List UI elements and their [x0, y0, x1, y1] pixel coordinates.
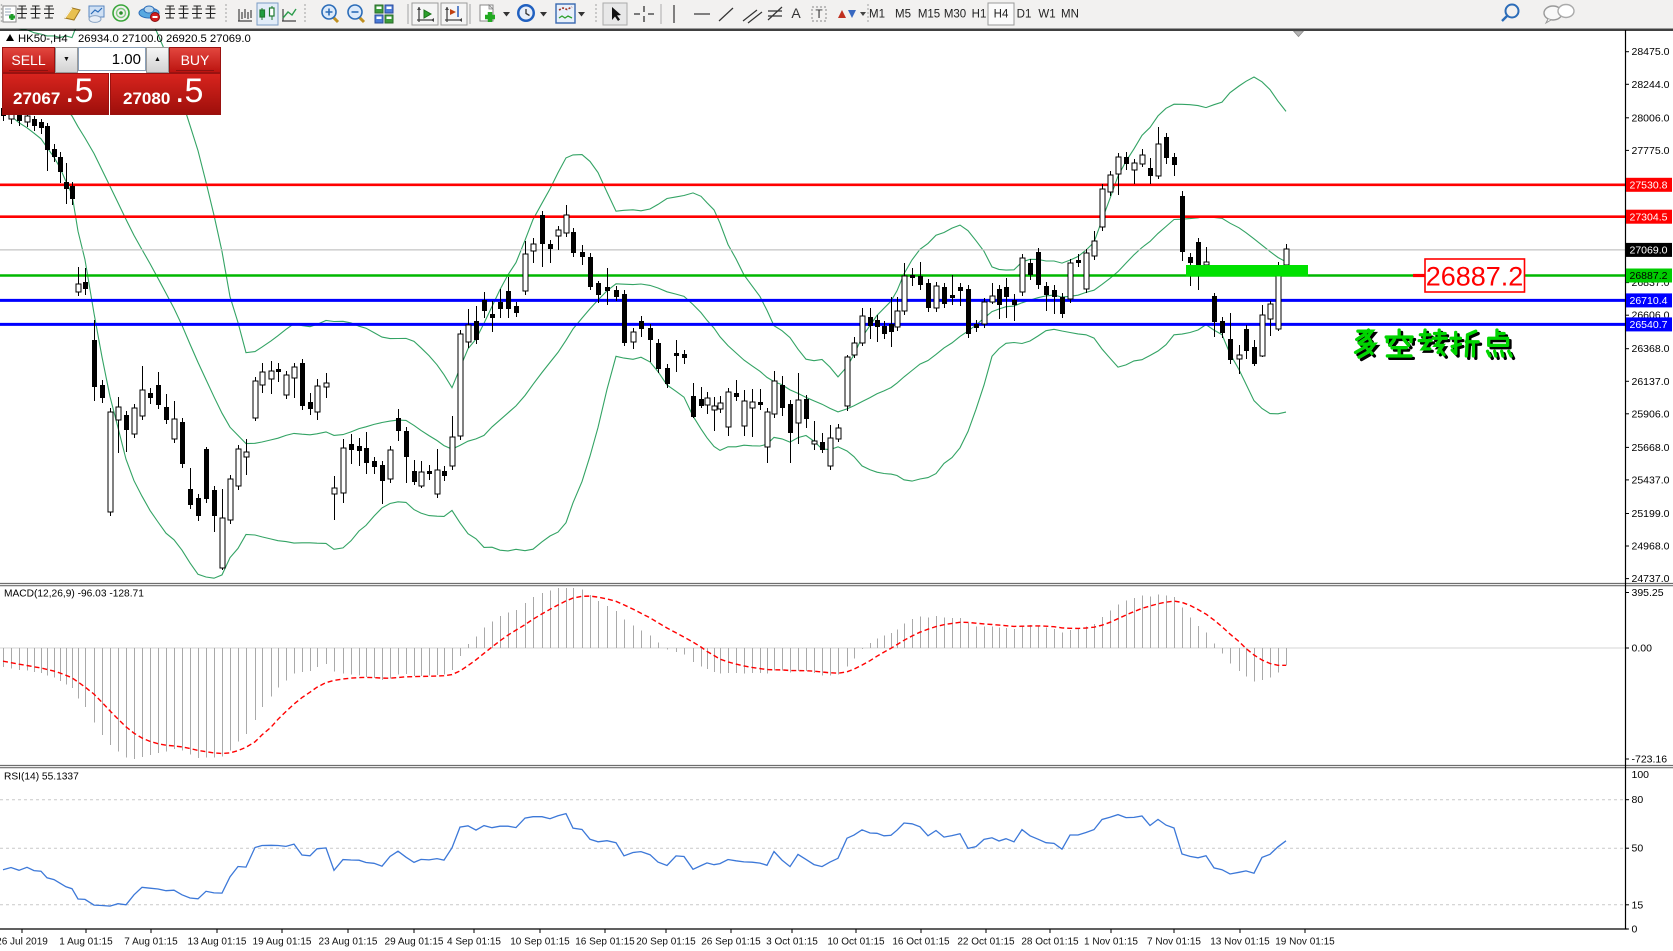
svg-text:RSI(14) 55.1337: RSI(14) 55.1337 [4, 772, 79, 783]
svg-text:26887.2: 26887.2 [1630, 270, 1668, 282]
svg-text:28 Oct 01:15: 28 Oct 01:15 [1021, 937, 1079, 948]
svg-text:W1: W1 [1038, 9, 1055, 21]
svg-text:M1: M1 [869, 9, 885, 21]
svg-text:10 Oct 01:15: 10 Oct 01:15 [827, 937, 885, 948]
svg-text:28244.0: 28244.0 [1632, 79, 1670, 91]
svg-text:19 Nov 01:15: 19 Nov 01:15 [1275, 937, 1335, 948]
svg-text:4 Sep 01:15: 4 Sep 01:15 [447, 937, 501, 948]
svg-text:29 Aug 01:15: 29 Aug 01:15 [385, 937, 444, 948]
svg-text:23 Aug 01:15: 23 Aug 01:15 [319, 937, 378, 948]
svg-text:26368.0: 26368.0 [1632, 343, 1670, 355]
svg-text:16 Sep 01:15: 16 Sep 01:15 [575, 937, 635, 948]
svg-text:26 Sep 01:15: 26 Sep 01:15 [701, 937, 761, 948]
svg-text:27775.0: 27775.0 [1632, 145, 1670, 157]
svg-text:M5: M5 [895, 9, 911, 21]
svg-text:27530.8: 27530.8 [1630, 180, 1668, 192]
svg-text:100: 100 [1632, 769, 1650, 781]
svg-text:M15: M15 [918, 9, 940, 21]
svg-text:25906.0: 25906.0 [1632, 408, 1670, 420]
svg-text:16 Oct 01:15: 16 Oct 01:15 [892, 937, 950, 948]
svg-text:28006.0: 28006.0 [1632, 112, 1670, 124]
svg-text:27069.0: 27069.0 [1630, 245, 1668, 257]
svg-text:D1: D1 [1017, 9, 1032, 21]
svg-text:26 Jul 2019: 26 Jul 2019 [0, 937, 48, 948]
svg-text:25199.0: 25199.0 [1632, 508, 1670, 520]
svg-text:7 Nov 01:15: 7 Nov 01:15 [1147, 937, 1201, 948]
svg-text:1 Nov 01:15: 1 Nov 01:15 [1084, 937, 1138, 948]
svg-text:22 Oct 01:15: 22 Oct 01:15 [957, 937, 1015, 948]
svg-text:3 Oct 01:15: 3 Oct 01:15 [766, 937, 818, 948]
svg-text:19 Aug 01:15: 19 Aug 01:15 [253, 937, 312, 948]
svg-text:80: 80 [1632, 794, 1644, 806]
svg-text:10 Sep 01:15: 10 Sep 01:15 [510, 937, 570, 948]
svg-text:M30: M30 [944, 9, 966, 21]
svg-text:MACD(12,26,9) -96.03 -128.71: MACD(12,26,9) -96.03 -128.71 [4, 589, 144, 600]
svg-text:15: 15 [1632, 899, 1644, 911]
svg-text:7 Aug 01:15: 7 Aug 01:15 [124, 937, 178, 948]
svg-text:1 Aug 01:15: 1 Aug 01:15 [59, 937, 113, 948]
svg-text:13 Nov 01:15: 13 Nov 01:15 [1210, 937, 1270, 948]
svg-text:26137.0: 26137.0 [1632, 376, 1670, 388]
svg-text:A: A [791, 5, 801, 21]
svg-text:28475.0: 28475.0 [1632, 46, 1670, 58]
svg-text:26934.0 27100.0 26920.5 27069.: 26934.0 27100.0 26920.5 27069.0 [78, 33, 251, 45]
svg-text:HK50-,H4: HK50-,H4 [18, 33, 68, 45]
svg-text:0: 0 [1632, 924, 1638, 936]
svg-text:H4: H4 [994, 9, 1009, 21]
svg-text:24968.0: 24968.0 [1632, 541, 1670, 553]
svg-text:0.00: 0.00 [1632, 643, 1653, 655]
svg-text:27304.5: 27304.5 [1630, 211, 1668, 223]
svg-text:24737.0: 24737.0 [1632, 573, 1670, 585]
svg-text:20 Sep 01:15: 20 Sep 01:15 [636, 937, 696, 948]
svg-text:T: T [815, 7, 823, 21]
svg-text:MN: MN [1061, 9, 1079, 21]
svg-text:26887.2: 26887.2 [1426, 262, 1524, 292]
svg-text:26540.7: 26540.7 [1630, 319, 1668, 331]
svg-text:50: 50 [1632, 843, 1644, 855]
svg-text:395.25: 395.25 [1632, 587, 1664, 599]
svg-text:H1: H1 [972, 9, 987, 21]
svg-text:13 Aug 01:15: 13 Aug 01:15 [188, 937, 247, 948]
svg-text:25437.0: 25437.0 [1632, 474, 1670, 486]
svg-text:25668.0: 25668.0 [1632, 442, 1670, 454]
svg-text:26710.4: 26710.4 [1630, 295, 1668, 307]
svg-text:-723.16: -723.16 [1632, 754, 1668, 766]
